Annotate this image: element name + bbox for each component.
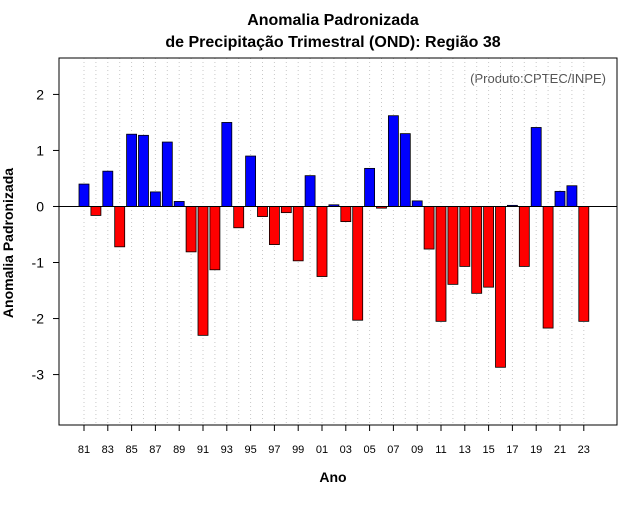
bar-2009 bbox=[411, 200, 423, 207]
y-tick-label--1: -1 bbox=[32, 255, 45, 271]
bars-layer bbox=[78, 115, 590, 368]
bar-2010 bbox=[423, 206, 435, 250]
bar-2003 bbox=[340, 206, 352, 223]
x-tick-label-85: 85 bbox=[125, 444, 137, 456]
bar-2022 bbox=[566, 185, 578, 207]
y-tick-label-0: 0 bbox=[36, 198, 44, 214]
bar-1997 bbox=[268, 206, 280, 245]
bar-1995 bbox=[245, 155, 257, 207]
bar-2012 bbox=[447, 206, 459, 285]
x-tick-label-97: 97 bbox=[268, 444, 280, 456]
x-tick-label-13: 13 bbox=[459, 444, 471, 456]
bar-1991 bbox=[197, 206, 209, 336]
x-tick-label-11: 11 bbox=[435, 444, 446, 456]
bar-1993 bbox=[221, 122, 233, 207]
bar-1992 bbox=[209, 206, 221, 271]
bar-1990 bbox=[185, 206, 197, 253]
bar-2020 bbox=[542, 206, 554, 329]
bar-2019 bbox=[530, 127, 542, 207]
x-tick-label-21: 21 bbox=[554, 444, 566, 456]
plot-frame bbox=[58, 57, 618, 426]
bar-2014 bbox=[471, 206, 483, 294]
bar-2004 bbox=[352, 206, 364, 321]
x-tick-label-01: 01 bbox=[316, 444, 328, 456]
x-tick-label-03: 03 bbox=[340, 444, 352, 456]
bar-2015 bbox=[483, 206, 495, 288]
x-tick-label-93: 93 bbox=[221, 444, 233, 456]
bar-2016 bbox=[495, 206, 506, 368]
source-annotation: (Produto:CPTEC/INPE) bbox=[470, 71, 606, 86]
bar-1987 bbox=[149, 191, 161, 207]
x-tick-label-81: 81 bbox=[78, 444, 90, 456]
bar-1983 bbox=[102, 170, 114, 207]
bar-1998 bbox=[280, 206, 292, 214]
bar-1999 bbox=[292, 206, 304, 262]
bar-1984 bbox=[114, 206, 126, 248]
bar-2007 bbox=[387, 115, 399, 207]
bar-1985 bbox=[126, 133, 137, 207]
bar-2013 bbox=[459, 206, 471, 267]
chart-subtitle: de Precipitação Trimestral (OND): Região… bbox=[165, 34, 500, 51]
bar-1988 bbox=[161, 141, 173, 207]
bar-1989 bbox=[173, 201, 185, 207]
y-tick-label-1: 1 bbox=[36, 142, 44, 158]
x-axis-label: Ano bbox=[319, 469, 346, 485]
x-tick-label-05: 05 bbox=[363, 444, 375, 456]
x-tick-label-91: 91 bbox=[197, 444, 209, 456]
x-tick-label-19: 19 bbox=[530, 444, 542, 456]
x-tick-label-87: 87 bbox=[149, 444, 161, 456]
grid-layer bbox=[83, 58, 585, 425]
bar-2008 bbox=[399, 133, 411, 207]
x-tick-label-23: 23 bbox=[578, 444, 590, 456]
y-tick-label--2: -2 bbox=[32, 311, 45, 327]
bar-1986 bbox=[138, 134, 149, 207]
bar-2018 bbox=[518, 206, 530, 267]
bar-2000 bbox=[304, 175, 316, 207]
y-axis-label: Anomalia Padronizada bbox=[0, 168, 16, 318]
bar-1996 bbox=[257, 206, 268, 217]
bar-2011 bbox=[435, 206, 447, 322]
x-tick-label-89: 89 bbox=[173, 444, 185, 456]
x-tick-label-83: 83 bbox=[102, 444, 114, 456]
y-tick-label--3: -3 bbox=[32, 367, 45, 383]
x-tick-label-95: 95 bbox=[244, 444, 256, 456]
bar-1994 bbox=[233, 206, 245, 229]
x-tick-label-15: 15 bbox=[482, 444, 494, 456]
chart-title: Anomalia Padronizada bbox=[247, 12, 419, 29]
bar-1982 bbox=[90, 206, 102, 216]
bar-2021 bbox=[554, 190, 566, 207]
x-tick-label-07: 07 bbox=[387, 444, 399, 456]
bar-2005 bbox=[364, 167, 376, 207]
x-tick-label-17: 17 bbox=[506, 444, 518, 456]
bar-2023 bbox=[578, 206, 590, 322]
bar-1981 bbox=[78, 183, 90, 207]
bar-2001 bbox=[316, 206, 328, 277]
y-tick-label-2: 2 bbox=[36, 86, 44, 102]
x-tick-label-99: 99 bbox=[292, 444, 304, 456]
x-tick-label-09: 09 bbox=[411, 444, 423, 456]
